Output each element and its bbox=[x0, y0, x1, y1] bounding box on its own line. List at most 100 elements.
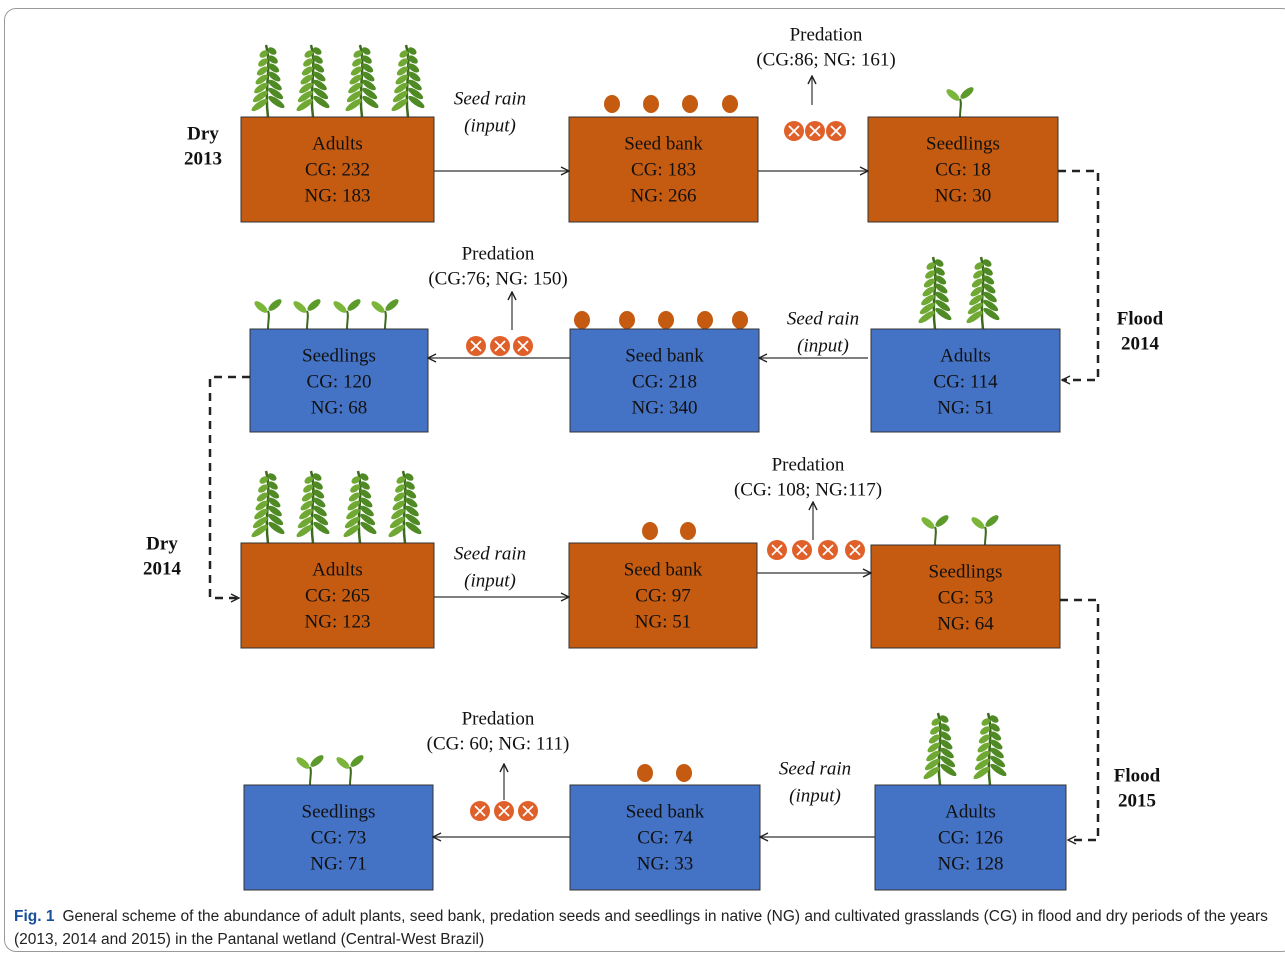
leaf bbox=[312, 481, 323, 490]
stage-label: Seedlings bbox=[302, 345, 376, 366]
leaf bbox=[268, 63, 280, 73]
predation-label: (CG:76; NG: 150) bbox=[428, 268, 567, 289]
predation-cross bbox=[498, 805, 510, 817]
seed-rain-label: Seed rain bbox=[454, 543, 526, 564]
leaf bbox=[296, 757, 310, 769]
leaf bbox=[391, 508, 405, 520]
stem bbox=[984, 526, 987, 546]
leaf bbox=[405, 521, 422, 535]
adult-plant-icon bbox=[296, 44, 330, 118]
leaf bbox=[255, 74, 268, 85]
leaf bbox=[404, 473, 414, 481]
stem bbox=[934, 526, 937, 546]
leaf bbox=[939, 723, 950, 732]
leaf bbox=[267, 481, 278, 490]
stage-label: CG: 265 bbox=[305, 585, 370, 606]
stage-label: Adults bbox=[940, 345, 991, 366]
leaf bbox=[254, 82, 268, 94]
seed bbox=[680, 522, 696, 540]
stage-label: NG: 51 bbox=[937, 397, 993, 418]
leaf bbox=[304, 50, 314, 58]
transition-arrow bbox=[1058, 169, 1100, 380]
leaf bbox=[254, 508, 268, 520]
leaf bbox=[407, 55, 418, 64]
adult-plant-icon bbox=[343, 470, 377, 544]
leaf bbox=[990, 763, 1007, 777]
stage-box bbox=[249, 328, 429, 433]
stage-label: CG: 120 bbox=[307, 371, 372, 392]
stage-label: Seed bank bbox=[625, 345, 704, 366]
stem bbox=[384, 310, 387, 330]
leaf bbox=[398, 58, 409, 67]
stage-label: Adults bbox=[312, 559, 363, 580]
leaf bbox=[408, 71, 421, 82]
leaf bbox=[359, 473, 369, 481]
stage-box bbox=[569, 784, 761, 891]
leaf bbox=[301, 66, 313, 76]
stage-label: NG: 68 bbox=[311, 397, 367, 418]
predation-label: Predation bbox=[462, 243, 535, 264]
leaf bbox=[361, 47, 371, 55]
seed bbox=[619, 311, 635, 329]
leaf bbox=[312, 55, 323, 64]
predation-cross bbox=[822, 544, 834, 556]
leaf bbox=[990, 739, 1003, 750]
leaf bbox=[297, 90, 313, 103]
leaf bbox=[362, 71, 375, 82]
leaf bbox=[268, 79, 282, 91]
seed bbox=[676, 764, 692, 782]
leaf bbox=[405, 497, 418, 508]
leaf bbox=[934, 267, 945, 276]
seedling-icon bbox=[336, 755, 364, 786]
leaf bbox=[980, 726, 991, 735]
leaf bbox=[268, 489, 280, 499]
predation-cross bbox=[796, 544, 808, 556]
leaf bbox=[924, 758, 940, 771]
leaf bbox=[312, 473, 322, 481]
adult-plant-icon bbox=[923, 712, 957, 786]
leaf bbox=[268, 95, 285, 109]
period-label: 2014 bbox=[143, 558, 182, 579]
leaf bbox=[258, 58, 269, 67]
leaf bbox=[360, 513, 376, 526]
predation-cross bbox=[830, 125, 842, 137]
stage-label: Adults bbox=[945, 801, 996, 822]
predation-label: (CG:86; NG: 161) bbox=[756, 49, 895, 70]
stage-box bbox=[240, 116, 435, 223]
leaf bbox=[391, 98, 408, 112]
leaf bbox=[408, 87, 424, 100]
seed bbox=[637, 764, 653, 782]
stage-label: NG: 128 bbox=[938, 853, 1004, 874]
leaf bbox=[252, 516, 268, 529]
predation-label: Predation bbox=[462, 708, 535, 729]
period-label: Dry bbox=[187, 123, 219, 144]
leaf bbox=[973, 766, 990, 780]
predation-cross bbox=[494, 340, 506, 352]
leaf bbox=[256, 492, 268, 502]
seed bbox=[732, 311, 748, 329]
leaf bbox=[348, 82, 362, 94]
stage-label: Seed bank bbox=[626, 801, 705, 822]
leaf bbox=[352, 58, 363, 67]
leaf bbox=[396, 476, 406, 484]
leaf bbox=[258, 484, 269, 493]
stage-label: CG: 73 bbox=[311, 827, 366, 848]
leaf bbox=[348, 492, 360, 502]
leaf bbox=[922, 286, 935, 297]
leaf bbox=[268, 497, 281, 508]
leaf bbox=[921, 517, 935, 529]
leaf bbox=[259, 50, 269, 58]
seed bbox=[722, 95, 738, 113]
leaf bbox=[940, 755, 956, 768]
leaf bbox=[312, 47, 322, 55]
predation-cross bbox=[809, 125, 821, 137]
leaf bbox=[371, 301, 385, 313]
leaf bbox=[268, 299, 282, 311]
stage-label: CG: 74 bbox=[637, 827, 693, 848]
predation-cross bbox=[522, 805, 534, 817]
leaf bbox=[256, 66, 268, 76]
leaf bbox=[296, 524, 313, 538]
stage-label: CG: 183 bbox=[631, 159, 696, 180]
leaf bbox=[254, 301, 268, 313]
leaf bbox=[299, 82, 313, 94]
